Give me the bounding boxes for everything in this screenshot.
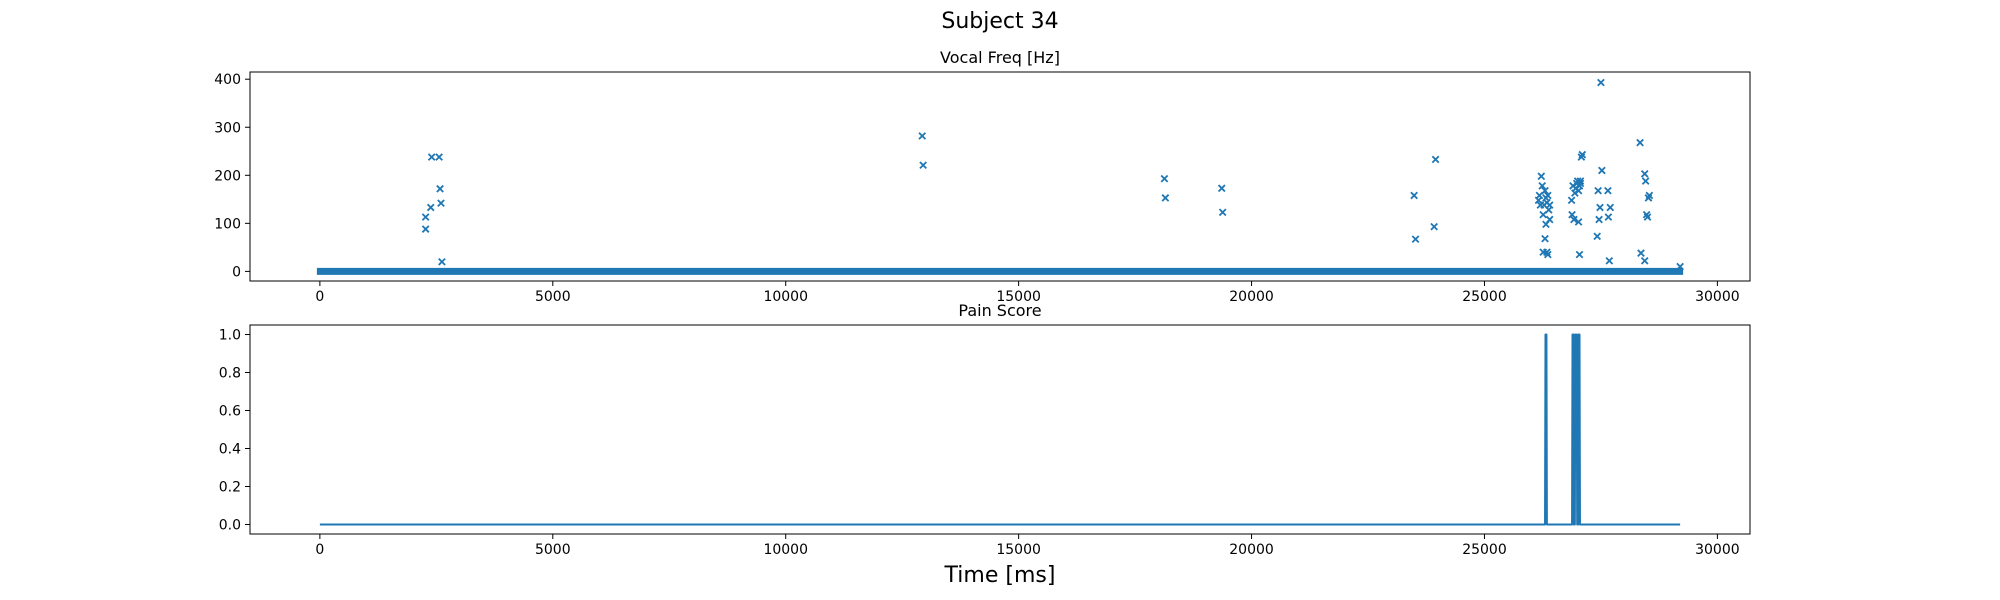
vocal-freq-xtick-label: 0 (315, 289, 324, 305)
vocal-freq-point (1636, 138, 1644, 147)
pain-score-xtick-label: 25000 (1462, 542, 1507, 558)
vocal-freq-title: Vocal Freq [Hz] (940, 48, 1060, 67)
figure-xlabel: Time [ms] (944, 563, 1056, 588)
vocal-freq-point (436, 184, 444, 193)
vocal-freq-point (1567, 196, 1576, 205)
vocal-freq-ticks: 0 5000 10000 15000 20000 25000 30000 0 100 200 300… (214, 72, 1739, 305)
vocal-freq-point (1545, 201, 1554, 209)
vocal-freq-point (1570, 215, 1578, 224)
vocal-freq-point (437, 199, 445, 208)
vocal-freq-point (1595, 215, 1603, 224)
vocal-freq-point (1640, 256, 1649, 265)
vocal-freq-point (918, 132, 927, 140)
pain-score-xtick-label: 0 (315, 542, 324, 558)
vocal-freq-point (1574, 218, 1583, 226)
vocal-freq-point (1606, 203, 1615, 212)
vocal-freq-point (1217, 184, 1226, 193)
vocal-freq-point (1578, 150, 1587, 159)
vocal-freq-point (1643, 213, 1652, 221)
vocal-freq-point (1605, 256, 1614, 265)
vocal-freq-xtick-label: 5000 (535, 289, 571, 305)
vocal-freq-point (1641, 177, 1650, 185)
vocal-freq-xtick-label: 25000 (1462, 289, 1507, 305)
vocal-freq-point (1537, 172, 1546, 181)
vocal-freq-point (1604, 186, 1612, 195)
vocal-freq-point (1541, 186, 1549, 195)
pain-score-ytick-label: 0.8 (219, 366, 241, 382)
vocal-freq-point (1541, 234, 1549, 243)
vocal-freq-frame (249, 71, 1751, 282)
pain-score-xtick-label: 15000 (996, 542, 1041, 558)
vocal-freq-zero-band (316, 267, 1684, 275)
vocal-freq-ytick-label: 100 (214, 216, 241, 232)
vocal-freq-point (1568, 210, 1576, 219)
pain-score-xtick-label: 5000 (535, 542, 571, 558)
vocal-freq-marks (316, 78, 1684, 275)
vocal-freq-point (1598, 166, 1606, 175)
vocal-freq-ytick-label: 300 (214, 120, 241, 136)
vocal-freq-point (1676, 262, 1684, 271)
pain-score-frame (249, 324, 1751, 535)
vocal-freq-point (1596, 203, 1604, 212)
pain-score-ytick-label: 0.0 (219, 518, 241, 534)
pain-score-xtick-label: 30000 (1695, 542, 1740, 558)
vocal-freq-point (427, 153, 436, 161)
pain-score-axes: Pain Score 0 5000 10000 15000 20000 25000 3000… (219, 301, 1751, 559)
pain-score-ticks: 0 5000 10000 15000 20000 25000 30000 0.0 0.2 0.4 0… (219, 328, 1740, 559)
vocal-freq-point (421, 225, 430, 233)
vocal-freq-point (435, 153, 443, 161)
vocal-freq-point (1604, 213, 1613, 221)
vocal-freq-point (1594, 186, 1602, 195)
vocal-freq-point (1539, 248, 1548, 257)
vocal-freq-point (1538, 182, 1547, 190)
vocal-freq-point (1597, 78, 1605, 87)
vocal-freq-point (1576, 179, 1585, 188)
vocal-freq-point (438, 257, 446, 266)
vocal-freq-point (1161, 194, 1170, 202)
vocal-freq-point (1410, 191, 1418, 200)
figure-suptitle: Subject 34 (941, 9, 1058, 34)
vocal-freq-axes: Vocal Freq [Hz] 0 5000 10000 15000 20000 2500… (214, 48, 1751, 305)
pain-score-marks (319, 333, 1681, 526)
vocal-freq-point (1411, 235, 1420, 244)
vocal-freq-xtick-label: 10000 (763, 289, 808, 305)
vocal-freq-point (1542, 220, 1550, 229)
vocal-freq-point (1645, 191, 1654, 200)
vocal-freq-point (1543, 250, 1552, 259)
vocal-freq-ytick-label: 200 (214, 168, 241, 184)
vocal-freq-xtick-label: 20000 (1229, 289, 1274, 305)
pain-score-line (319, 333, 1681, 526)
vocal-freq-point (1576, 177, 1585, 185)
pain-score-title: Pain Score (958, 301, 1041, 320)
pain-score-ytick-label: 0.6 (219, 404, 241, 420)
pain-score-xtick-label: 20000 (1229, 542, 1274, 558)
vocal-freq-point (421, 213, 430, 221)
vocal-freq-xtick-label: 15000 (996, 289, 1041, 305)
vocal-freq-point (1543, 191, 1552, 200)
vocal-freq-point (1575, 250, 1584, 259)
vocal-freq-point (1431, 155, 1440, 164)
vocal-freq-point (1593, 232, 1602, 241)
vocal-freq-point (1637, 249, 1645, 257)
pain-score-xtick-label: 10000 (763, 542, 808, 558)
vocal-freq-point (426, 203, 435, 212)
vocal-freq-xtick-label: 30000 (1695, 289, 1740, 305)
vocal-freq-point (1218, 208, 1227, 217)
vocal-freq-point (1640, 170, 1649, 178)
vocal-freq-point (1160, 174, 1169, 183)
vocal-freq-ytick-label: 0 (232, 264, 241, 280)
pain-score-ytick-label: 0.2 (219, 480, 241, 496)
pain-score-ytick-label: 1.0 (219, 328, 241, 344)
vocal-freq-point (919, 161, 927, 170)
pain-score-ytick-label: 0.4 (219, 442, 241, 458)
vocal-freq-point (1430, 222, 1438, 231)
vocal-freq-ytick-label: 400 (214, 72, 241, 88)
